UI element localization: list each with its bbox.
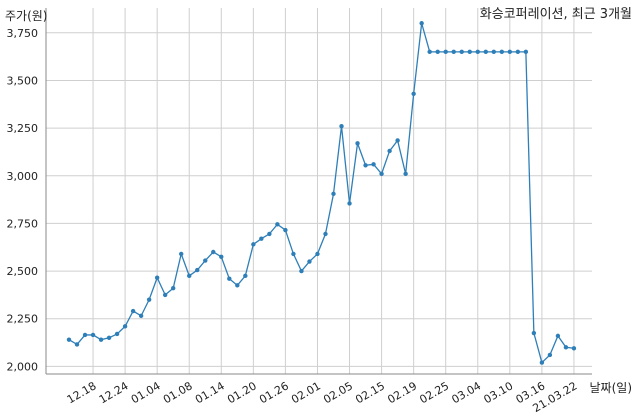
price-point [299,268,304,274]
price-point [267,231,272,237]
price-point [371,162,376,167]
price-point [547,352,553,358]
x-axis-title: 날짜(일) [590,381,632,395]
price-point [403,171,408,177]
price-point [283,227,288,233]
price-point [98,337,104,342]
chart-title: 화승코퍼레이션, 최근 3개월 [480,7,632,22]
price-point [419,21,424,26]
price-point [259,236,264,241]
price-point [315,251,320,257]
y-tick-label: 2,500 [7,265,39,278]
price-point [531,330,537,336]
y-tick-label: 3,000 [7,170,39,183]
price-point [555,333,561,339]
price-point [331,191,336,197]
price-point [355,141,360,146]
price-point [66,337,72,342]
price-point [443,49,448,55]
price-point [363,163,368,168]
price-point [154,275,160,280]
price-point [130,308,136,314]
price-point [339,123,344,129]
x-tick-label: 01.04 [129,379,163,406]
y-axis-title: 주가(원) [5,9,47,23]
price-point [243,273,248,279]
price-point [275,222,280,227]
price-point [307,259,312,264]
x-tick-label: 01.08 [161,379,195,406]
x-tick-label: 01.26 [257,379,291,406]
price-point [435,49,440,55]
price-point [195,267,200,273]
price-point [146,297,152,302]
grid-layer [46,8,592,374]
y-tick-label: 2,750 [7,217,39,230]
price-point [291,251,296,257]
x-tick-label: 02.01 [289,379,323,406]
price-point [170,286,176,291]
x-tick-label: 01.14 [193,379,227,406]
x-tick-label: 12.18 [65,379,99,406]
price-point [162,292,168,298]
price-point [571,346,577,351]
price-point [563,345,569,350]
price-point [539,360,545,365]
x-tick-label: 02.19 [385,379,419,406]
price-point [74,342,80,347]
price-point [90,332,96,338]
price-point [427,49,432,55]
x-tick-label: 02.25 [417,379,451,406]
price-line [68,23,575,364]
price-point [483,49,488,55]
points-layer [66,21,577,365]
price-point [451,49,456,55]
price-point [187,273,192,279]
price-point [459,49,464,55]
price-point [387,148,392,154]
price-point [227,276,232,281]
price-point [411,91,416,96]
price-point [211,249,216,255]
y-tick-label: 3,750 [7,27,39,40]
price-point [467,49,472,55]
price-point [114,331,120,337]
series-layer [68,23,575,364]
x-tick-label: 02.15 [353,379,387,406]
x-tick-label: 03.04 [449,379,483,406]
price-point [122,324,128,329]
price-point [203,258,208,263]
x-tick-label: 12.24 [97,379,131,406]
price-point [251,242,256,247]
x-tick-label: 01.20 [225,379,259,406]
price-point [323,231,328,237]
price-point [515,49,521,55]
price-point [395,138,400,143]
price-point [347,201,352,206]
y-tick-label: 2,000 [7,360,39,373]
price-point [491,49,496,55]
price-point [138,313,144,319]
price-point [235,283,240,288]
price-point [82,332,88,338]
price-point [179,251,184,257]
y-tick-label: 3,250 [7,122,39,135]
price-point [499,49,505,55]
price-point [106,335,112,340]
price-point [379,171,384,177]
x-tick-label: 02.05 [321,379,355,406]
y-tick-label: 2,250 [7,313,39,326]
price-point [475,49,480,55]
axis-layer: 2,000 2,250 2,500 2,750 3,000 3,250 3,500 3,750… [7,8,592,415]
y-tick-label: 3,500 [7,74,39,87]
x-tick-label: 03.10 [482,379,516,406]
price-point [219,254,224,259]
price-point [523,49,529,55]
price-point [507,49,513,55]
